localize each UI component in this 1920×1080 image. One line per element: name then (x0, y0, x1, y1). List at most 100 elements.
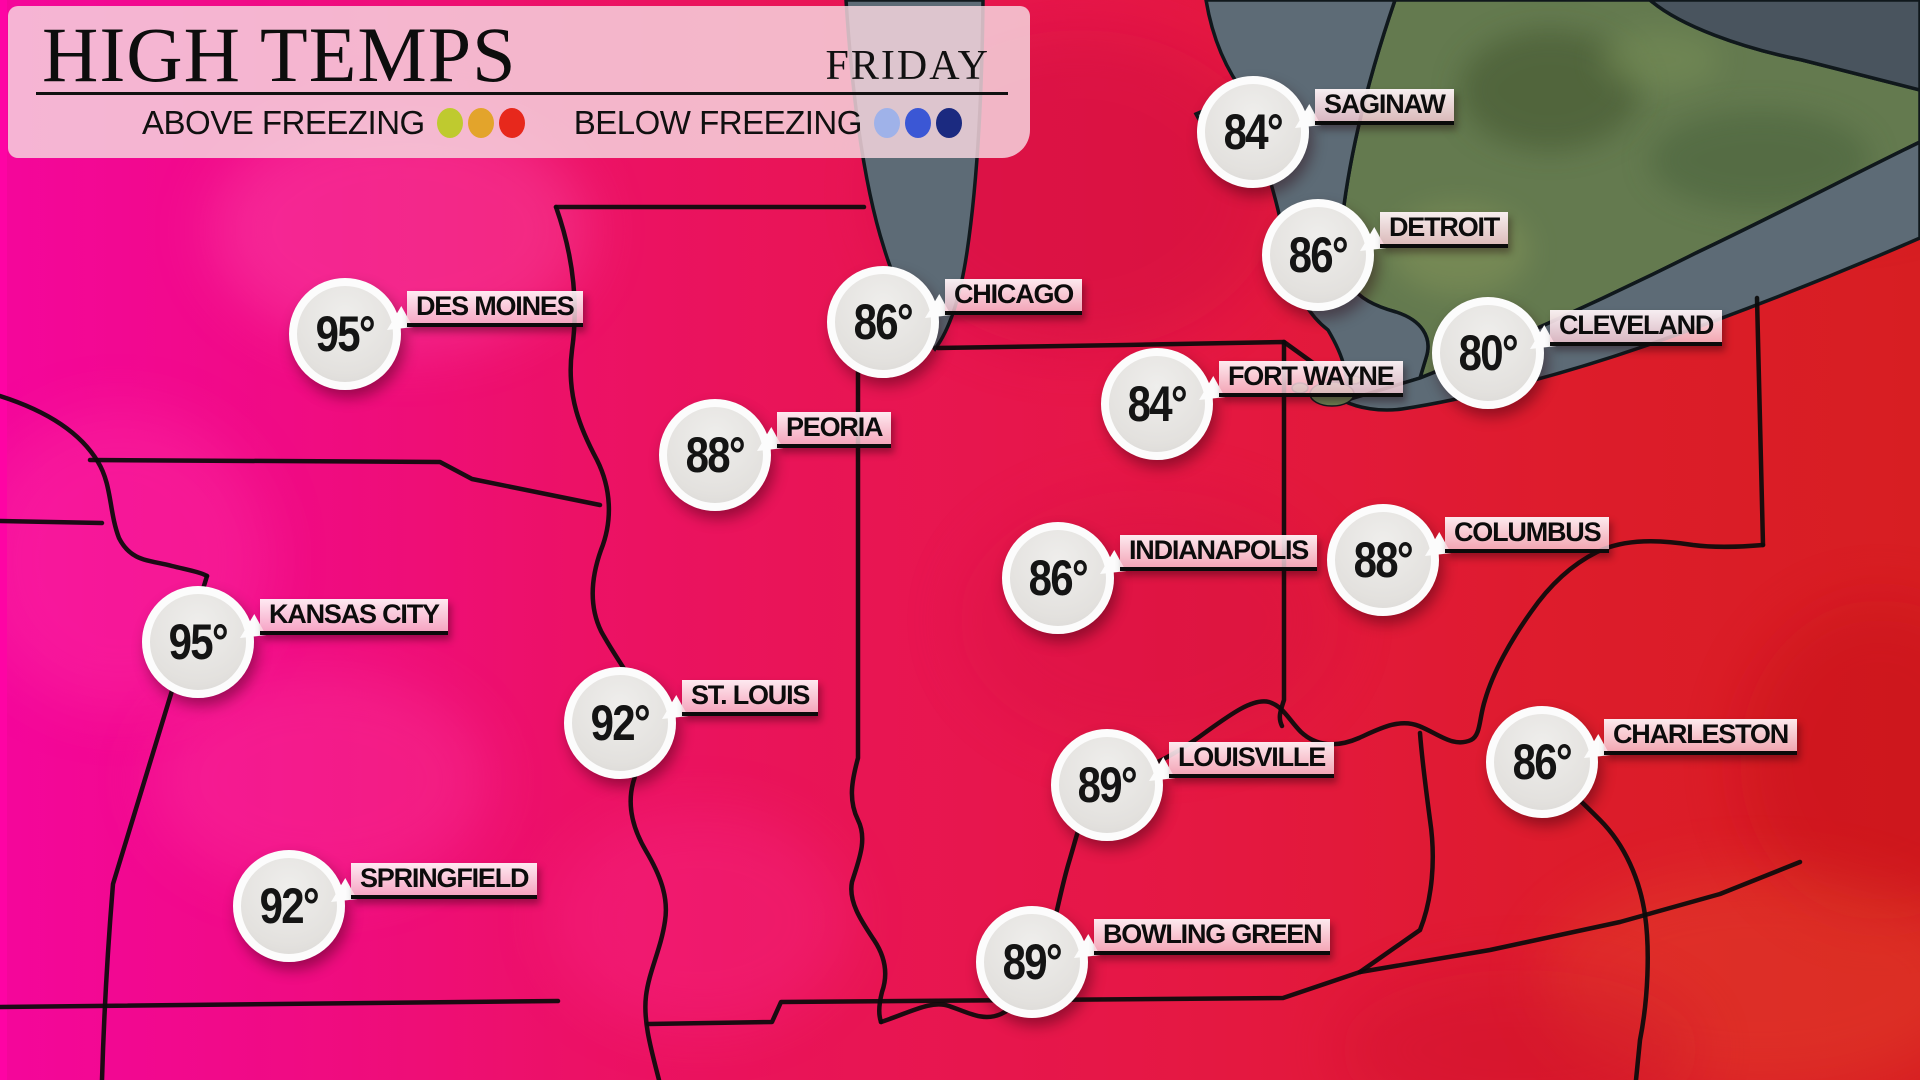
lake-ontario (1647, 0, 1920, 92)
city-label-text: DES MOINES (416, 291, 575, 321)
temperature-value: 95° (315, 306, 376, 362)
border-tennessee-virginia (1357, 859, 1803, 975)
city-label-text: KANSAS CITY (269, 599, 440, 629)
temperature-bubble: 95° (142, 586, 254, 698)
header-panel: HIGH TEMPS FRIDAY ABOVE FREEZING BELOW F… (8, 6, 1030, 158)
border-kentucky-virginia (1357, 730, 1435, 975)
temperature-value: 88° (1353, 532, 1414, 588)
page-title: HIGH TEMPS (42, 11, 517, 98)
temperature-value: 89° (1077, 757, 1138, 813)
city-label-text: CHICAGO (954, 279, 1074, 309)
temperature-value: 86° (853, 294, 914, 350)
legend: ABOVE FREEZING BELOW FREEZING (142, 104, 1011, 142)
legend-color-dot (935, 108, 962, 138)
city-label: CLEVELAND (1550, 310, 1723, 346)
city-label: CHICAGO (945, 279, 1083, 315)
city-marker: 95° DES MOINES (289, 278, 583, 390)
temperature-value: 95° (168, 614, 229, 670)
city-label-text: LOUISVILLE (1178, 742, 1326, 772)
temperature-value: 88° (685, 427, 746, 483)
legend-color-dot (904, 108, 931, 138)
city-label-text: CHARLESTON (1613, 719, 1789, 749)
city-marker: 86° CHICAGO (827, 266, 1083, 378)
city-label: ST. LOUIS (682, 680, 819, 716)
border-kansas-missouri (99, 573, 210, 1080)
temperature-value: 92° (259, 878, 320, 934)
temperature-bubble: 92° (233, 850, 345, 962)
temperature-value: 89° (1002, 934, 1063, 990)
city-label: SPRINGFIELD (351, 863, 538, 899)
city-marker: 95° KANSAS CITY (142, 586, 448, 698)
temperature-value: 86° (1512, 734, 1573, 790)
temperature-bubble: 88° (659, 399, 771, 511)
temperature-bubble: 86° (1262, 199, 1374, 311)
temperature-bubble: 84° (1197, 76, 1309, 188)
missouri-river (0, 393, 210, 579)
map-data-edge (0, 0, 7, 1080)
city-label-text: SAGINAW (1324, 89, 1446, 119)
city-label-text: PEORIA (786, 412, 884, 442)
city-marker: 88° PEORIA (659, 399, 892, 511)
city-marker: 84° FORT WAYNE (1101, 348, 1403, 460)
legend-above-freezing-dots (436, 108, 530, 138)
city-marker: 92° ST. LOUIS (564, 667, 819, 779)
temperature-value: 86° (1288, 227, 1349, 283)
city-label-text: CLEVELAND (1559, 310, 1714, 340)
temperature-bubble: 86° (1486, 706, 1598, 818)
city-label: SAGINAW (1315, 89, 1454, 125)
city-label-text: FORT WAYNE (1228, 361, 1395, 391)
border-ohio-pennsylvania (1754, 295, 1766, 548)
city-label-text: SPRINGFIELD (360, 863, 530, 893)
city-marker: 84° SAGINAW (1197, 76, 1454, 188)
city-label-text: BOWLING GREEN (1103, 919, 1323, 949)
city-marker: 80° CLEVELAND (1432, 297, 1723, 409)
city-label: BOWLING GREEN (1094, 919, 1331, 955)
city-label-text: ST. LOUIS (691, 680, 810, 710)
temperature-value: 84° (1127, 376, 1188, 432)
temperature-value: 86° (1028, 550, 1089, 606)
temperature-bubble: 95° (289, 278, 401, 390)
temperature-bubble: 88° (1327, 504, 1439, 616)
city-marker: 88° COLUMBUS (1327, 504, 1610, 616)
border-missouri-arkansas (0, 998, 561, 1010)
border-kentucky-tennessee (645, 969, 1363, 1027)
city-label: KANSAS CITY (260, 599, 448, 635)
temperature-bubble: 89° (1051, 729, 1163, 841)
legend-below-freezing-label: BELOW FREEZING (573, 104, 863, 141)
title-underline (36, 92, 1008, 95)
legend-above-freezing-label: ABOVE FREEZING (142, 104, 425, 141)
city-label-text: DETROIT (1389, 212, 1500, 242)
city-label: FORT WAYNE (1219, 361, 1403, 397)
legend-color-dot (467, 108, 494, 138)
temperature-bubble: 86° (1002, 522, 1114, 634)
legend-color-dot (436, 108, 463, 138)
lake-erie (1339, 140, 1920, 412)
city-marker: 86° DETROIT (1262, 199, 1509, 311)
border-indiana-ohio (1277, 339, 1287, 729)
border-nebraska-kansas (0, 518, 105, 526)
city-marker: 89° LOUISVILLE (1051, 729, 1335, 841)
city-label: PEORIA (777, 412, 892, 448)
city-label: LOUISVILLE (1169, 742, 1335, 778)
temperature-bubble: 86° (827, 266, 939, 378)
legend-color-dot (873, 108, 900, 138)
temperature-value: 80° (1458, 325, 1519, 381)
city-label-text: INDIANAPOLIS (1129, 535, 1309, 565)
city-label: DES MOINES (407, 291, 583, 327)
city-marker: 86° INDIANAPOLIS (1002, 522, 1318, 634)
temperature-value: 84° (1223, 104, 1284, 160)
city-label: COLUMBUS (1445, 517, 1610, 553)
city-marker: 92° SPRINGFIELD (233, 850, 538, 962)
city-label: INDIANAPOLIS (1120, 535, 1318, 571)
legend-color-dot (498, 108, 525, 138)
temperature-bubble: 92° (564, 667, 676, 779)
temperature-bubble: 89° (976, 906, 1088, 1018)
city-marker: 89° BOWLING GREEN (976, 906, 1331, 1018)
header-day-label: FRIDAY (825, 43, 990, 89)
legend-below-freezing-dots (873, 108, 967, 138)
city-label: CHARLESTON (1604, 719, 1798, 755)
city-label-text: COLUMBUS (1454, 517, 1602, 547)
city-label: DETROIT (1380, 212, 1509, 248)
city-marker: 86° CHARLESTON (1486, 706, 1798, 818)
